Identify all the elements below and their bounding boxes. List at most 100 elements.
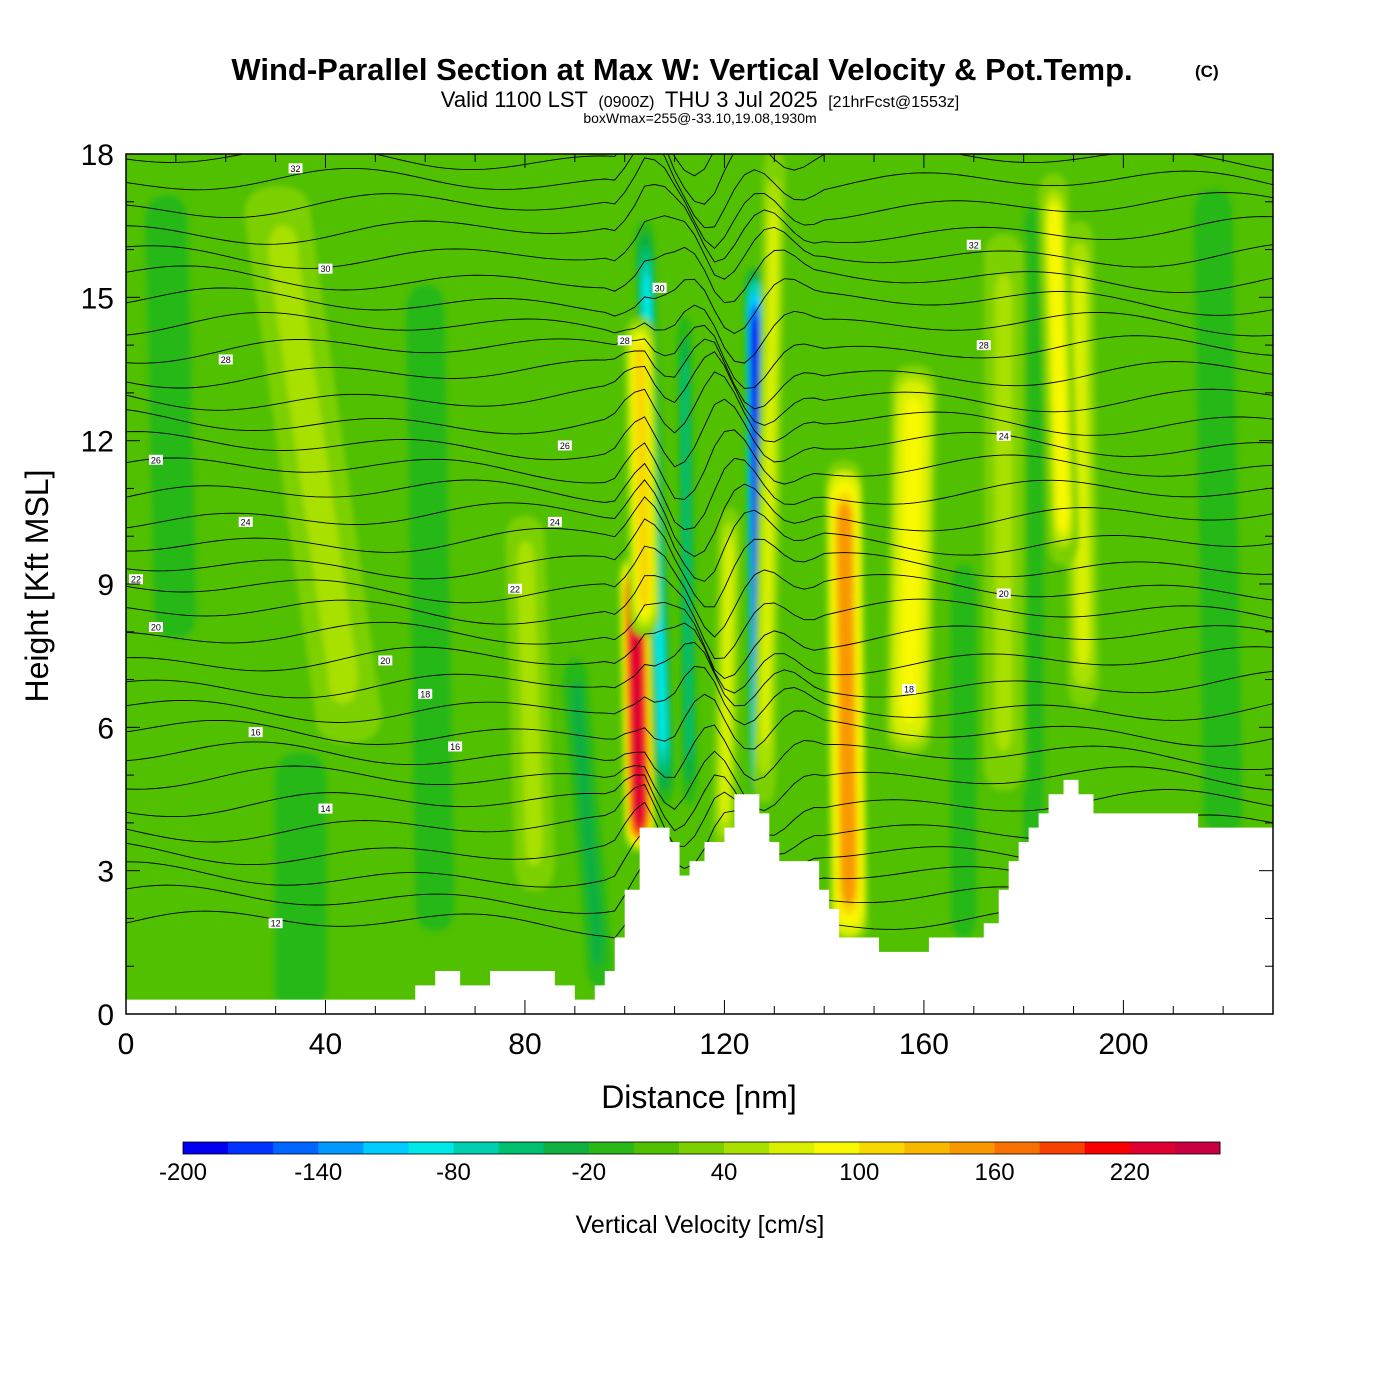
theta-label-bg	[128, 574, 143, 585]
y-tick-label: 6	[97, 712, 114, 745]
theta-contour-label: 18	[420, 689, 430, 699]
theta-label-bg	[268, 918, 283, 929]
theta-contour-label: 26	[560, 441, 570, 451]
theta-contour-line	[126, 338, 1273, 410]
colorbar-swatch	[678, 1142, 725, 1154]
theta-contour-line	[126, 665, 1273, 726]
updraft-band-level	[994, 273, 1013, 752]
theta-contour-line	[673, 154, 713, 177]
theta-label-bg	[996, 430, 1011, 441]
theta-contour-label: 24	[550, 517, 560, 527]
updraft-band-level	[900, 397, 923, 723]
theta-contour-line	[126, 545, 1273, 638]
y-tick-label: 0	[97, 999, 114, 1032]
colorbar-swatch	[904, 1142, 950, 1154]
downdraft-band-level	[417, 330, 444, 885]
colorbar-swatch	[183, 1142, 229, 1154]
x-tick-label: 120	[699, 1028, 749, 1061]
y-axis-label: Height [Kft MSL]	[19, 470, 55, 703]
theta-contour-line	[126, 157, 1273, 250]
theta-label-bg	[148, 454, 163, 465]
theta-contour-line	[126, 601, 1273, 680]
colorbar-swatch	[633, 1142, 680, 1154]
downdraft-band-level	[682, 359, 693, 761]
updraft-band-level	[1048, 206, 1069, 532]
colorbar-swatch	[363, 1142, 409, 1154]
plot-area	[126, 154, 1273, 1014]
colorbar-tick-label: 220	[1110, 1159, 1150, 1186]
x-tick-label: 40	[309, 1028, 342, 1061]
terrain-mask	[126, 779, 1273, 1014]
theta-contour-line	[126, 304, 1273, 364]
theta-contour-label: 28	[979, 341, 989, 351]
colorbar-swatch	[453, 1142, 500, 1154]
theta-contour-label: 22	[510, 584, 520, 594]
colorbar	[182, 1141, 1221, 1155]
x-tick-label: 160	[899, 1028, 949, 1061]
colorbar-swatch	[408, 1142, 455, 1154]
theta-contour-line	[126, 429, 1273, 500]
colorbar-tick-label: -80	[436, 1159, 471, 1186]
colorbar-swatch	[769, 1142, 815, 1154]
theta-contour-line	[126, 371, 1273, 443]
downdraft-band-level	[571, 679, 604, 967]
theta-label-bg	[547, 516, 562, 527]
theta-contour-label: 30	[655, 283, 665, 293]
theta-contour-line	[126, 496, 1273, 582]
theta-label-bg	[448, 741, 463, 752]
colorbar-swatch	[1174, 1142, 1221, 1154]
colorbar-tick-label: 100	[839, 1159, 879, 1186]
valid-time-subtitle: Valid 1100 LST (0900Z) THU 3 Jul 2025 [2…	[441, 87, 959, 112]
theta-label-bg	[318, 263, 333, 274]
theta-contour-label: 20	[380, 656, 390, 666]
theta-contour-label: 18	[904, 685, 914, 695]
downdraft-band-level	[288, 767, 313, 998]
theta-contour-line	[126, 351, 1273, 426]
theta-label-bg	[318, 803, 333, 814]
theta-label-bg	[218, 354, 233, 365]
y-tick-label: 9	[97, 569, 114, 602]
x-axis-label: Distance [nm]	[601, 1079, 797, 1115]
theta-label-bg	[238, 516, 253, 527]
velocity-bands	[134, 154, 1247, 1014]
theta-label-bg	[976, 340, 991, 351]
colorbar-swatch	[994, 1142, 1041, 1154]
theta-contour-line	[126, 693, 1273, 750]
theta-contour-line	[126, 457, 1273, 531]
theta-contour-labels: 12 14 16 16 18 18 20 20 20 22 22 24 24 24 26 26 28 28 28 30…	[128, 163, 1011, 929]
colorbar-swatch	[859, 1142, 905, 1154]
theta-label-bg	[507, 583, 522, 594]
theta-contour-label: 12	[271, 919, 281, 929]
colorbar-swatch	[814, 1142, 860, 1154]
theta-contour-line	[126, 154, 1273, 229]
theta-label-bg	[996, 588, 1011, 599]
colorbar-swatch	[588, 1142, 635, 1154]
downdraft-band-level	[154, 216, 187, 618]
updraft-band-level	[837, 502, 857, 905]
theta-contour-label: 20	[151, 623, 161, 633]
valid-date: THU 3 Jul 2025	[665, 87, 818, 112]
theta-contour-label: 22	[131, 575, 141, 585]
y-tick-label: 3	[97, 856, 114, 889]
theta-contour-line	[126, 324, 1273, 389]
chart-title: Wind-Parallel Section at Max W: Vertical…	[231, 52, 1132, 87]
forecast-tag: [21hrFcst@1553z]	[828, 94, 959, 111]
colorbar-frame	[182, 1141, 1221, 1155]
y-tick-label: 12	[81, 426, 114, 459]
theta-label-bg	[617, 335, 632, 346]
y-tick-label: 18	[81, 139, 114, 172]
theta-contour-label: 26	[151, 455, 161, 465]
theta-contour-line	[126, 479, 1273, 558]
updraft-band-level	[268, 225, 358, 704]
theta-contour-line	[126, 641, 1273, 707]
theta-label-bg	[966, 239, 981, 250]
theta-contour-line	[126, 215, 1273, 280]
colorbar-tick-label: -140	[294, 1159, 342, 1186]
colorbar-tick-label: 40	[711, 1159, 738, 1186]
theta-contour-label: 28	[620, 336, 630, 346]
y-axis: 0 3 6 9 12 15 18	[81, 139, 1273, 1032]
theta-contour-line	[126, 518, 1273, 608]
theta-contour-label: 32	[969, 240, 979, 250]
theta-contour-line	[126, 154, 1273, 205]
